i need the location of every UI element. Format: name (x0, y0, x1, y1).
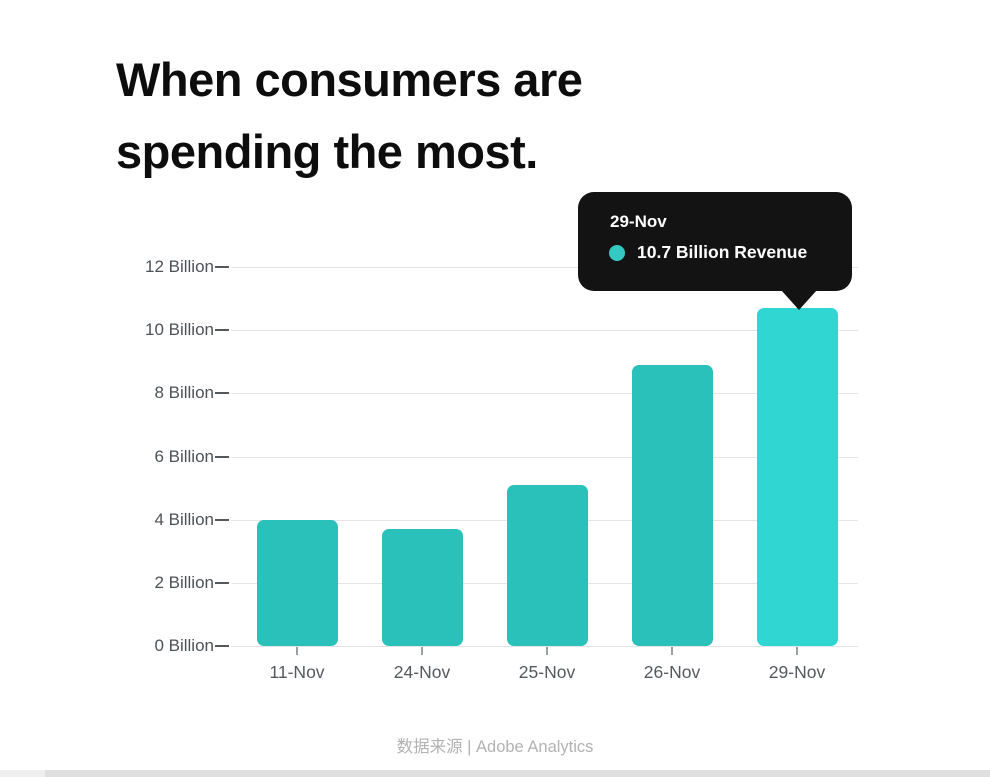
x-axis-label-11-nov: 11-Nov (269, 662, 325, 682)
gridline-8-billion (231, 393, 858, 394)
y-axis-label-10-billion: 10 Billion (145, 320, 214, 339)
chart-title-line2: spending the most. (116, 125, 538, 178)
y-axis-label-8-billion: 8 Billion (154, 383, 214, 402)
y-axis-label-6-billion: 6 Billion (154, 447, 214, 466)
x-axis-label-25-nov: 25-Nov (518, 662, 576, 682)
y-axis-tick-10-billion (215, 329, 229, 331)
tooltip: 29-Nov 10.7 Billion Revenue (578, 192, 852, 310)
revenue-dot-icon (609, 244, 625, 261)
scrollbar-track-segment (0, 770, 45, 777)
x-axis-tick-29-nov (796, 647, 798, 655)
gridline-6-billion (231, 457, 858, 458)
x-axis-tick-11-nov (296, 647, 298, 655)
bar-26-nov[interactable] (631, 365, 713, 646)
y-axis-tick-8-billion (215, 392, 229, 394)
bar-24-nov[interactable] (381, 529, 463, 646)
y-axis-label-2-billion: 2 Billion (154, 573, 214, 592)
x-axis-label-24-nov: 24-Nov (393, 662, 451, 682)
y-axis-tick-12-billion (215, 266, 229, 268)
tooltip-value: 10.7 Billion Revenue (637, 242, 808, 262)
gridline-12-billion (231, 267, 858, 268)
y-axis-label-12-billion: 12 Billion (145, 257, 214, 276)
x-axis-label-29-nov: 29-Nov (768, 662, 826, 682)
chart-title: When consumers are spending the most. (116, 44, 583, 188)
gridline-10-billion (231, 330, 858, 331)
y-axis-tick-4-billion (215, 519, 229, 521)
gridline-0-billion (231, 646, 858, 647)
y-axis-tick-0-billion (215, 645, 229, 647)
bar-29-nov[interactable] (756, 308, 838, 646)
chart-title-line1: When consumers are (116, 53, 583, 106)
tooltip-date: 29-Nov (610, 212, 667, 231)
x-axis-tick-26-nov (671, 647, 673, 655)
y-axis-label-0-billion: 0 Billion (154, 636, 214, 655)
x-axis-tick-25-nov (546, 647, 548, 655)
tooltip-value-row: 10.7 Billion Revenue (609, 242, 807, 263)
bar-chart: 0 Billion 2 Billion 4 Billion 6 Billion 8 Bi… (145, 192, 858, 682)
x-axis-label-26-nov: 26-Nov (643, 662, 701, 682)
bar-25-nov[interactable] (506, 485, 588, 646)
data-source: 数据来源 | Adobe Analytics (396, 738, 594, 756)
bar-11-nov[interactable] (256, 520, 338, 646)
scrollbar-track[interactable] (0, 770, 990, 777)
y-axis-tick-6-billion (215, 456, 229, 458)
y-axis-tick-2-billion (215, 582, 229, 584)
y-axis-label-4-billion: 4 Billion (154, 510, 214, 529)
tooltip-arrow-icon (781, 290, 817, 310)
x-axis-tick-24-nov (421, 647, 423, 655)
